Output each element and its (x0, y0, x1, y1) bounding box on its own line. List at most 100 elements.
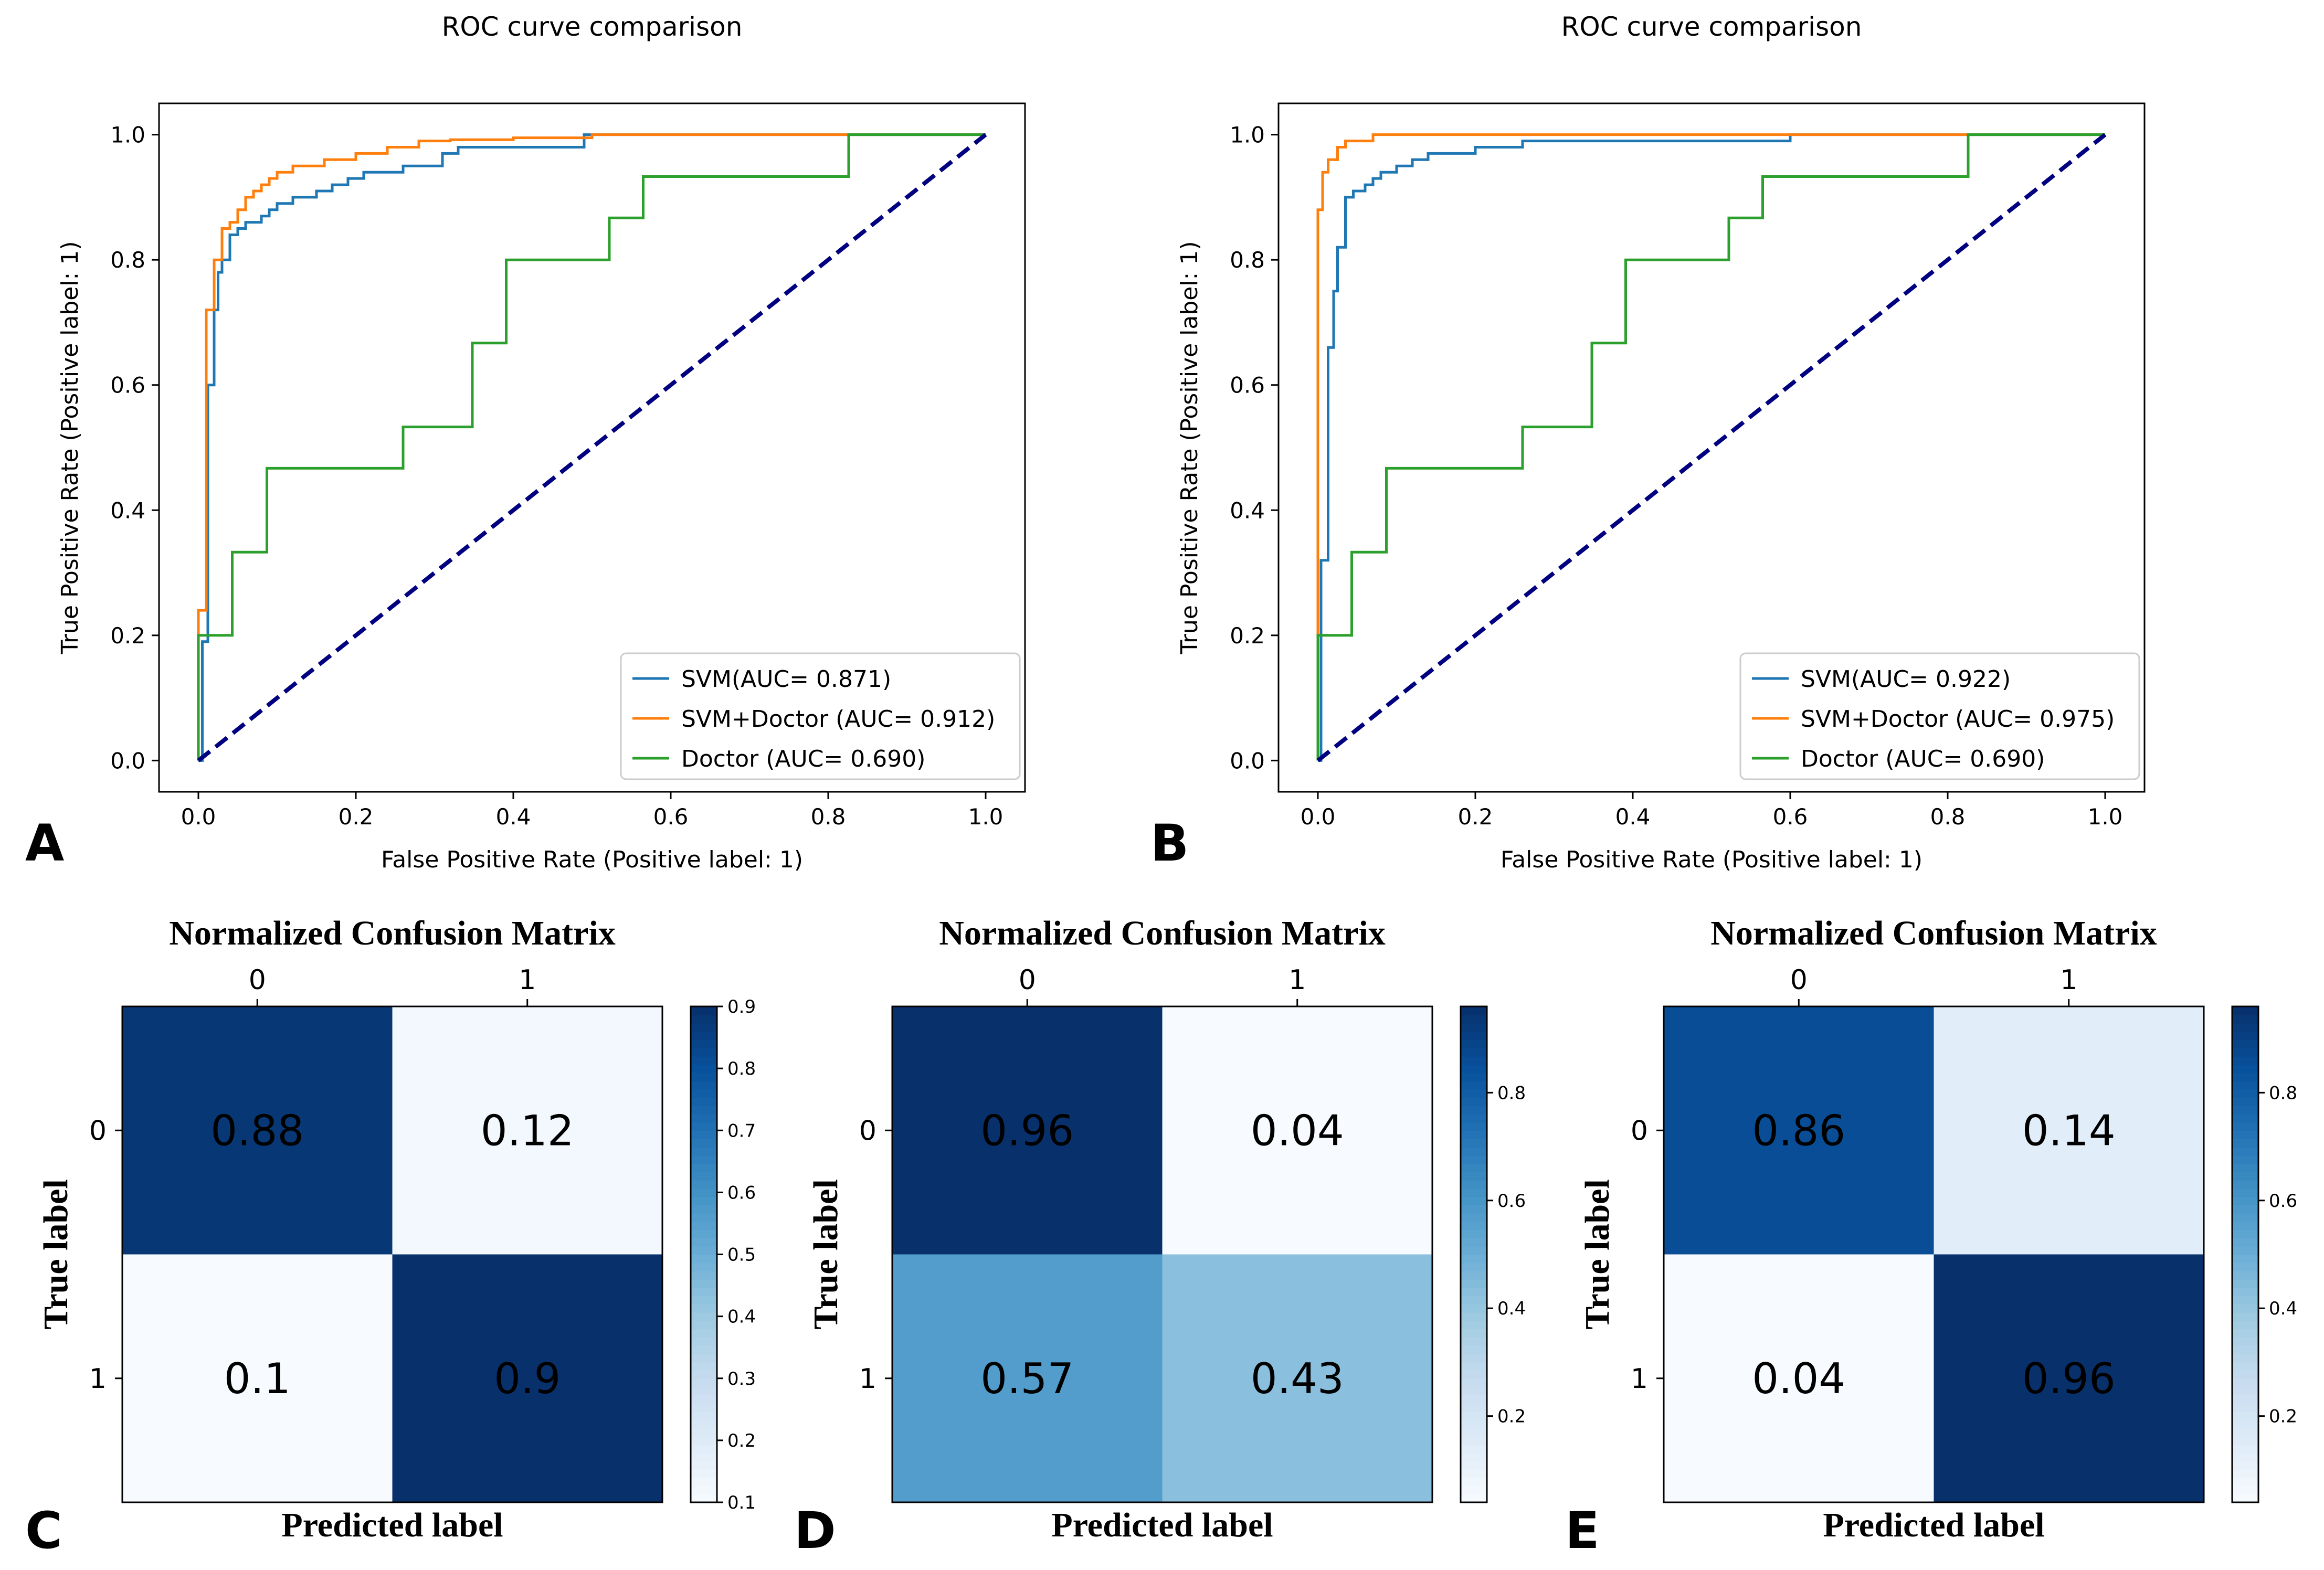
colorbar-segment (691, 1271, 717, 1280)
colorbar-segment (2232, 1477, 2258, 1487)
colorbar-segment (2232, 1221, 2258, 1230)
colorbar-segment (691, 1056, 717, 1065)
colorbar-segment (2232, 1452, 2258, 1462)
colorbar-segment (1461, 1056, 1487, 1065)
colorbar-segment (2232, 1056, 2258, 1065)
colorbar-segment (691, 1469, 717, 1478)
colorbar-segment (2232, 1279, 2258, 1288)
colorbar-segment (2232, 1395, 2258, 1404)
colorbar-segment (1461, 1213, 1487, 1222)
x-tick-label: 0.6 (1773, 804, 1808, 830)
legend: SVM(AUC= 0.871) SVM+Doctor (AUC= 0.912) Do… (620, 652, 1021, 780)
colorbar-segment (691, 1064, 717, 1073)
colorbar-segment (691, 1304, 717, 1313)
y-tick-label: 0.4 (110, 497, 145, 523)
x-tick-label: 1 (1288, 964, 1306, 996)
matrix-cell-value: 0.96 (2022, 1354, 2116, 1403)
colorbar-segment (691, 1205, 717, 1214)
colorbar-segment (691, 1444, 717, 1454)
colorbar-tick-label: 0.3 (727, 1369, 756, 1389)
colorbar-segment (2232, 1320, 2258, 1330)
colorbar-segment (1461, 1147, 1487, 1156)
colorbar-tick-label: 0.4 (1497, 1298, 1526, 1319)
colorbar-segment (691, 1122, 717, 1131)
colorbar-frame (1460, 1005, 1488, 1503)
colorbar-segment (691, 1130, 717, 1139)
roc-panel-b: ROC curve comparison 0.0 0.2 0.4 0.6 0.8 1.0 0.… (1150, 12, 2146, 873)
colorbar-segment (1461, 1320, 1487, 1330)
matrix-cell (122, 1006, 393, 1255)
colorbar-segment (1461, 1205, 1487, 1214)
colorbar-tick-label: 0.9 (727, 996, 756, 1017)
y-tick-label: 1 (859, 1363, 876, 1395)
colorbar-segment (1461, 1180, 1487, 1189)
chart-title: ROC curve comparison (442, 12, 743, 42)
colorbar-segment (1461, 1345, 1487, 1354)
x-tick-label: 0.2 (339, 804, 374, 830)
chance-line (1316, 133, 2107, 762)
roc-line-0 (1318, 133, 2105, 762)
colorbar-segment (1461, 1329, 1487, 1338)
colorbar-segment (691, 1287, 717, 1297)
colorbar-tick-label: 0.1 (727, 1492, 756, 1513)
colorbar-segment (2232, 1411, 2258, 1420)
colorbar-tick-label: 0.4 (727, 1307, 756, 1328)
colorbar-segment (2232, 1213, 2258, 1222)
colorbar-segment (691, 1461, 717, 1470)
colorbar-segment (691, 1436, 717, 1445)
colorbar-segment (691, 1494, 717, 1503)
roc-panel-a: ROC curve comparison 0.0 0.2 0.4 0.6 0.8 1.0 0.… (25, 12, 1026, 873)
colorbar-segment (1461, 1395, 1487, 1404)
colorbar-segment (1461, 1080, 1487, 1090)
plot-frame (158, 102, 1026, 793)
colorbar-segment (691, 1386, 717, 1396)
colorbar-segment (2232, 1113, 2258, 1123)
matrix-cell-value: 0.14 (2022, 1106, 2116, 1155)
colorbar-segment (2232, 1023, 2258, 1032)
panel-letter-a: A (25, 814, 64, 873)
y-tick-label: 0 (89, 1115, 107, 1147)
colorbar-segment (2232, 1428, 2258, 1437)
colorbar-segment (2232, 1254, 2258, 1264)
legend: SVM(AUC= 0.922) SVM+Doctor (AUC= 0.975) Do… (1739, 652, 2140, 780)
x-tick-label: 0.4 (496, 804, 531, 830)
matrix-cell-value: 0.04 (1752, 1354, 1845, 1403)
colorbar-segment (691, 1337, 717, 1346)
colorbar-segment (691, 1014, 717, 1024)
colorbar-segment (691, 1362, 717, 1371)
colorbar-segment (1461, 1196, 1487, 1205)
legend-label: Doctor (AUC= 0.690) (681, 746, 925, 772)
x-axis-label: False Positive Rate (Positive label: 1) (1501, 846, 1922, 873)
colorbar-segment (2232, 1337, 2258, 1346)
y-tick-label: 0.2 (1230, 623, 1265, 649)
colorbar-segment (691, 1089, 717, 1098)
colorbar-segment (2232, 1494, 2258, 1503)
colorbar-segment (1461, 1006, 1487, 1015)
colorbar-segment (691, 1486, 717, 1495)
plot-frame (1277, 102, 2146, 793)
colorbar-segment (1461, 1419, 1487, 1429)
colorbar-segment (2232, 1163, 2258, 1172)
colorbar-segment (1461, 1023, 1487, 1032)
panel-letter-c: C (25, 1501, 62, 1560)
y-tick-label: 1 (89, 1363, 107, 1395)
colorbar-segment (2232, 1271, 2258, 1280)
y-axis-label: True label (37, 1179, 75, 1330)
matrix-frame (121, 1005, 663, 1503)
y-tick-label: 0.6 (110, 373, 145, 398)
matrix-frame (891, 1005, 1433, 1503)
legend-label: SVM+Doctor (AUC= 0.912) (681, 706, 995, 733)
legend-box (620, 652, 1021, 780)
colorbar-segment (1461, 1163, 1487, 1172)
y-axis-label: True Positive Rate (Positive label: 1) (57, 241, 83, 654)
y-tick-label: 1 (1631, 1363, 1648, 1395)
chance-line (197, 133, 987, 762)
colorbar-tick-label: 0.2 (727, 1430, 756, 1451)
colorbar-segment (1461, 1436, 1487, 1445)
colorbar-segment (1461, 1461, 1487, 1470)
colorbar-segment (1461, 1403, 1487, 1412)
colorbar-segment (691, 1238, 717, 1247)
colorbar-segment (1461, 1271, 1487, 1280)
colorbar-segment (1461, 1312, 1487, 1321)
